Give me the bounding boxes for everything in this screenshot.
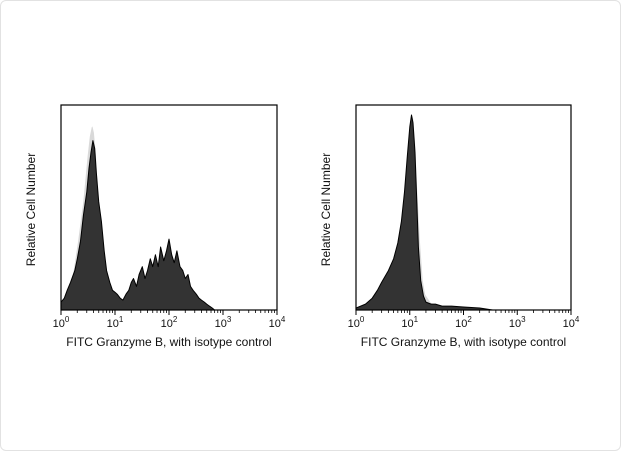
x-tick-label: 100 [348, 315, 365, 330]
x-tick-label: 101 [401, 315, 418, 330]
x-tick-label: 102 [161, 315, 178, 330]
x-tick-exponent: 0 [65, 315, 70, 324]
x-axis-label: FITC Granzyme B, with isotype control [361, 335, 566, 349]
x-tick-exponent: 2 [467, 315, 472, 324]
plot-area [61, 124, 216, 310]
x-tick-label: 100 [53, 315, 70, 330]
x-tick-label: 102 [455, 315, 472, 330]
y-axis-label: Relative Cell Number [24, 153, 38, 266]
x-tick-exponent: 3 [521, 315, 526, 324]
x-tick-label: 101 [107, 315, 124, 330]
x-tick-exponent: 4 [575, 315, 580, 324]
isotype-control-histogram [356, 112, 494, 310]
x-tick-exponent: 4 [281, 315, 286, 324]
plot-area [356, 112, 494, 310]
x-tick-exponent: 1 [414, 315, 419, 324]
x-tick-label: 103 [215, 315, 232, 330]
x-tick-exponent: 1 [119, 315, 124, 324]
y-axis-label: Relative Cell Number [319, 153, 333, 266]
x-tick-label: 104 [563, 315, 580, 330]
granzyme-b-histogram [61, 140, 216, 310]
x-tick-exponent: 2 [173, 315, 178, 324]
x-tick-label: 103 [509, 315, 526, 330]
granzyme-b-histogram [356, 114, 494, 310]
x-tick-exponent: 3 [227, 315, 232, 324]
x-tick-exponent: 0 [360, 315, 365, 324]
x-axis-label: FITC Granzyme B, with isotype control [66, 335, 271, 349]
x-tick-label: 104 [269, 315, 286, 330]
